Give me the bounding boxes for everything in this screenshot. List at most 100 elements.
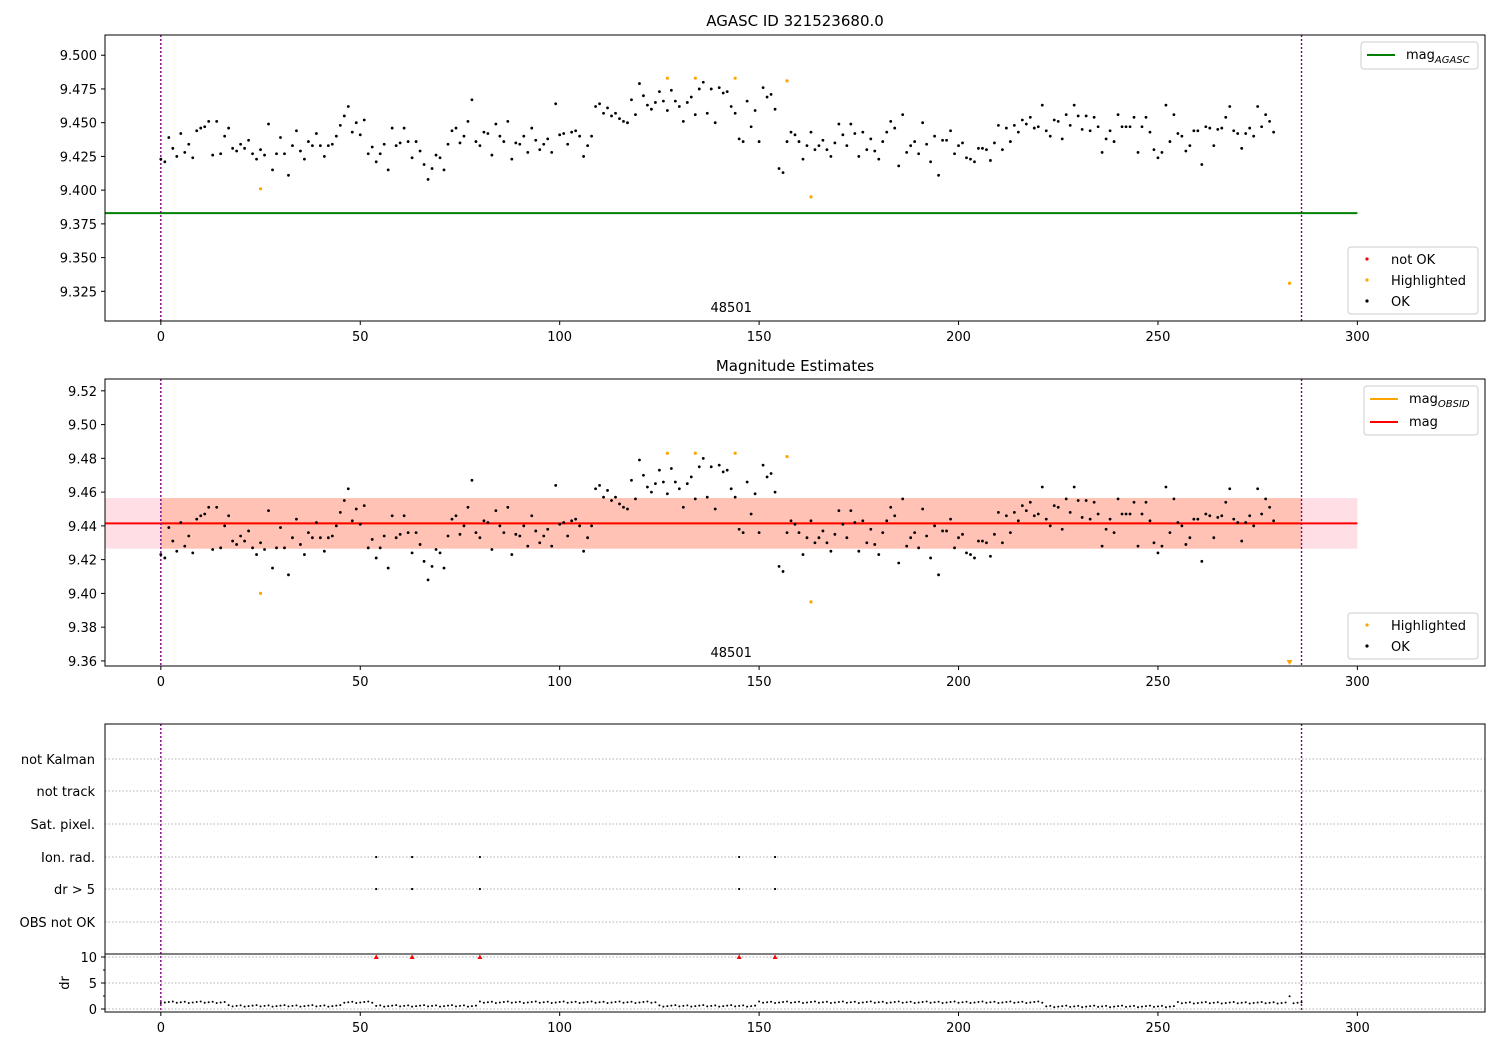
dr-point xyxy=(766,1001,769,1004)
dr-point xyxy=(1029,1001,1032,1004)
ok-point xyxy=(1212,144,1216,148)
dr-point xyxy=(1252,1002,1255,1005)
ok-point xyxy=(630,478,633,482)
dr-point xyxy=(1001,1001,1004,1004)
dr-point xyxy=(514,1001,517,1004)
ok-point xyxy=(973,160,976,164)
ok-point xyxy=(1252,134,1256,138)
ok-point xyxy=(506,119,510,123)
ok-point xyxy=(749,125,753,129)
ok-point xyxy=(745,480,749,484)
x-tick-label: 300 xyxy=(1345,1021,1370,1036)
ok-point xyxy=(725,90,729,94)
ok-point xyxy=(510,553,514,556)
ok-point xyxy=(510,157,514,161)
flag-row-label: Sat. pixel. xyxy=(31,818,95,833)
ok-point xyxy=(283,152,286,156)
ok-point xyxy=(749,512,753,516)
x-tick-label: 300 xyxy=(1345,330,1370,345)
dr-point xyxy=(179,1001,182,1004)
flag-point xyxy=(375,887,378,891)
ok-point xyxy=(326,144,330,148)
dr-point xyxy=(706,1005,709,1008)
dr-point xyxy=(399,1005,402,1008)
ok-point xyxy=(243,539,246,543)
ok-point xyxy=(602,111,605,115)
dr-point xyxy=(582,1001,585,1004)
ok-point xyxy=(1104,527,1108,531)
ok-point xyxy=(793,133,797,137)
dr-point xyxy=(1133,1004,1136,1007)
ok-point xyxy=(1132,115,1136,119)
ok-point xyxy=(518,142,522,146)
dr-point xyxy=(371,1001,374,1004)
legend-marker-label: not OK xyxy=(1391,253,1436,268)
ok-point xyxy=(937,173,940,177)
dr-point xyxy=(1288,995,1291,998)
ok-point xyxy=(1192,517,1196,521)
ok-point xyxy=(933,134,936,138)
dr-point xyxy=(1292,1002,1295,1005)
ok-point xyxy=(921,507,925,511)
dr-point xyxy=(395,1004,398,1007)
ok-point xyxy=(438,156,442,160)
dr-point xyxy=(486,1001,489,1004)
ok-point xyxy=(673,99,677,103)
ok-point xyxy=(1272,130,1276,134)
ok-point xyxy=(977,539,980,543)
dr-point xyxy=(443,1005,446,1008)
ok-point xyxy=(422,163,426,166)
ok-point xyxy=(598,102,601,106)
dr-point xyxy=(1208,1002,1211,1005)
ok-point xyxy=(239,142,243,146)
ok-point xyxy=(825,541,829,545)
ok-point xyxy=(697,465,701,469)
dr-point xyxy=(1101,1005,1104,1008)
dr-point xyxy=(526,1001,529,1004)
dr-point xyxy=(1089,1005,1092,1008)
ok-point xyxy=(1012,510,1016,514)
ok-point xyxy=(965,551,968,555)
ok-point xyxy=(897,561,901,565)
ok-point xyxy=(326,536,330,540)
ok-point xyxy=(255,553,258,556)
dr-point xyxy=(1013,1001,1016,1004)
ok-point xyxy=(841,522,845,526)
ok-point xyxy=(709,87,713,91)
dr-point xyxy=(873,1001,876,1004)
ok-point xyxy=(1180,134,1184,138)
ok-point xyxy=(482,130,486,134)
dr-point xyxy=(718,1005,721,1008)
y-tick-label: 9.46 xyxy=(68,486,97,501)
ok-point xyxy=(574,129,578,133)
ok-point xyxy=(247,138,250,142)
ok-point xyxy=(913,140,917,143)
ok-point xyxy=(462,524,466,528)
ok-point xyxy=(338,510,342,514)
dr-point xyxy=(1097,1005,1100,1008)
dr-point xyxy=(1152,1005,1155,1008)
dr-point xyxy=(925,1000,928,1003)
ok-point xyxy=(661,480,665,484)
dr-point xyxy=(889,1001,892,1004)
ok-point xyxy=(817,536,821,540)
dr-point xyxy=(1117,1005,1120,1008)
dr-point xyxy=(849,1001,852,1004)
dr-point xyxy=(897,1000,900,1003)
ok-point xyxy=(849,509,853,513)
ok-point xyxy=(689,475,693,479)
ok-point xyxy=(1152,541,1156,545)
ok-point xyxy=(677,105,681,108)
ok-point xyxy=(450,517,454,521)
ok-point xyxy=(251,152,254,156)
ok-point xyxy=(809,519,813,523)
ok-point xyxy=(518,534,522,538)
dr-point xyxy=(1033,1000,1036,1003)
ok-point xyxy=(243,146,246,150)
dr-point xyxy=(758,1000,761,1003)
dr-point xyxy=(223,1000,226,1003)
legend-marker-label: OK xyxy=(1391,295,1410,310)
dr-point xyxy=(602,1000,605,1003)
legend-box xyxy=(1360,41,1479,70)
